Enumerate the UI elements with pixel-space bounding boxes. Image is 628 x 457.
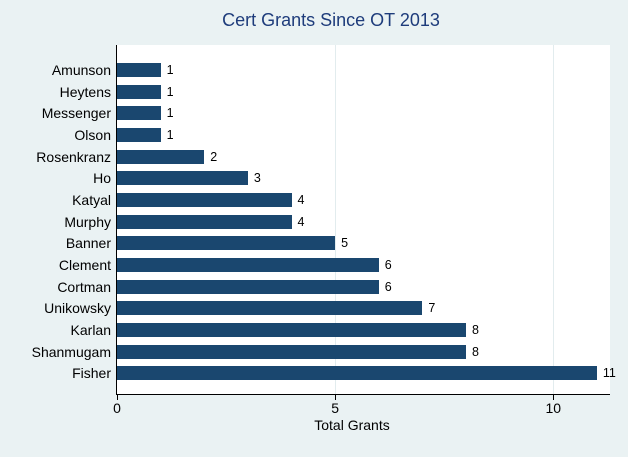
bar-value-label: 1 (166, 84, 174, 99)
bar-murphy (117, 214, 292, 229)
bar-row: 11 (117, 363, 616, 385)
bar-shanmugam (117, 344, 467, 359)
bar-row: 4 (117, 189, 610, 211)
bar-value-label: 1 (166, 127, 174, 142)
x-tick-label-0: 0 (113, 400, 121, 416)
bar-value-label: 7 (428, 301, 436, 316)
y-label-ho: Ho (93, 170, 111, 187)
bar-series: 1 1 1 1 2 3 4 4 5 6 6 7 8 8 11 (117, 45, 616, 394)
x-axis-title: Total Grants (314, 417, 390, 433)
bar-row: 1 (117, 124, 610, 146)
bar-row: 6 (117, 254, 610, 276)
y-label-karlan: Karlan (70, 322, 111, 339)
bar-row: 7 (117, 298, 610, 320)
plot-area: 1 1 1 1 2 3 4 4 5 6 6 7 8 8 11 (117, 45, 616, 394)
x-tick-0 (116, 395, 118, 400)
gridline-x-10 (552, 45, 554, 394)
bar-value-label: 11 (602, 366, 616, 381)
bar-cortman (117, 279, 379, 294)
y-label-heytens: Heytens (59, 83, 111, 100)
bar-row: 8 (117, 319, 610, 341)
x-tick-label-10: 10 (545, 400, 562, 416)
y-label-fisher: Fisher (72, 365, 111, 382)
bar-row: 6 (117, 276, 610, 298)
bar-row: 1 (117, 102, 610, 124)
bar-row: 8 (117, 341, 610, 363)
bar-row: 3 (117, 167, 610, 189)
y-label-murphy: Murphy (64, 213, 111, 230)
y-axis-line (116, 45, 117, 395)
x-tick-5 (334, 395, 336, 400)
bar-row: 1 (117, 59, 610, 81)
bar-value-label: 4 (297, 214, 305, 229)
bar-row: 5 (117, 233, 610, 255)
bar-olson (117, 127, 161, 142)
y-label-banner: Banner (65, 235, 111, 252)
y-label-olson: Olson (74, 126, 111, 143)
bar-value-label: 6 (384, 279, 392, 294)
x-tick-label-5: 5 (331, 400, 340, 416)
bar-value-label: 4 (297, 192, 305, 207)
y-label-cortman: Cortman (57, 278, 111, 295)
bar-value-label: 5 (341, 236, 349, 251)
gridline-x-5 (334, 45, 336, 394)
bar-value-label: 1 (166, 106, 174, 121)
bar-value-label: 1 (166, 62, 174, 77)
y-label-katyal: Katyal (72, 191, 111, 208)
y-axis-labels: Amunson Heytens Messenger Olson Rosenkranz Ho… (0, 45, 111, 394)
bar-amunson (117, 62, 161, 77)
bar-banner (117, 236, 336, 251)
bar-row: 4 (117, 211, 610, 233)
bar-rosenkranz (117, 149, 205, 164)
x-tick-10 (552, 395, 554, 400)
bar-value-label: 3 (253, 171, 261, 186)
bar-row: 1 (117, 81, 610, 103)
bar-heytens (117, 84, 161, 99)
y-label-messenger: Messenger (41, 105, 111, 122)
bar-fisher (117, 366, 597, 381)
y-label-shanmugam: Shanmugam (31, 343, 111, 360)
y-label-rosenkranz: Rosenkranz (36, 148, 111, 165)
bar-unikowsky (117, 301, 423, 316)
bar-value-label: 2 (210, 149, 218, 164)
chart-title: Cert Grants Since OT 2013 (222, 10, 440, 30)
y-label-clement: Clement (58, 257, 111, 274)
y-label-unikowsky: Unikowsky (44, 300, 111, 317)
y-label-amunson: Amunson (51, 61, 111, 78)
bar-row: 2 (117, 146, 610, 168)
bar-clement (117, 258, 379, 273)
bar-karlan (117, 323, 467, 338)
bar-value-label: 8 (472, 323, 479, 338)
bar-ho (117, 171, 248, 186)
x-axis-line (117, 394, 610, 395)
bar-value-label: 6 (384, 258, 392, 273)
bar-value-label: 8 (472, 344, 479, 359)
bar-messenger (117, 106, 161, 121)
bar-katyal (117, 192, 292, 207)
